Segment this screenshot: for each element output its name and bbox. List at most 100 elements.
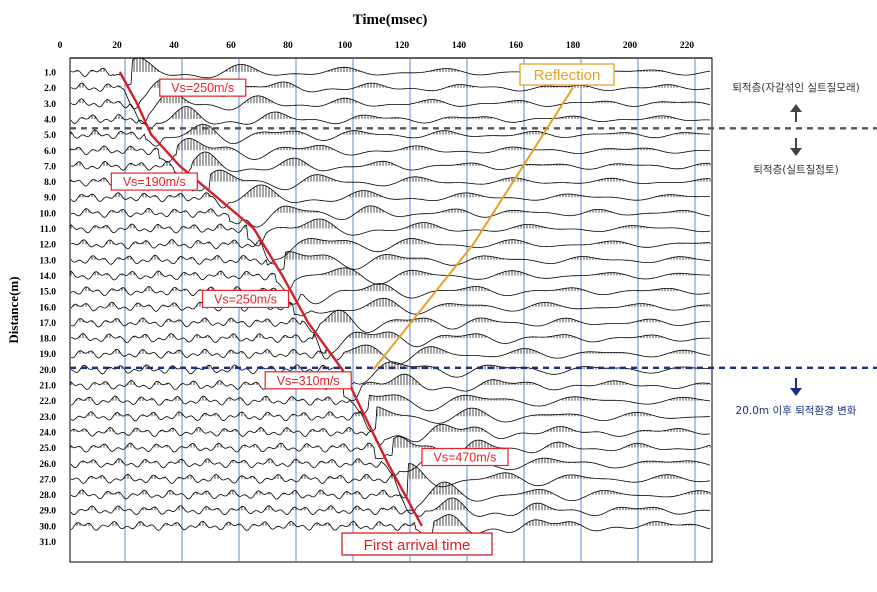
trace-fill — [70, 124, 699, 135]
seismic-trace — [70, 373, 711, 402]
seismic-trace — [70, 481, 711, 515]
y-tick-label: 15.0 — [39, 288, 56, 298]
trace-fill — [88, 498, 663, 511]
x-tick-label: 0 — [58, 41, 63, 51]
trace-fill — [79, 332, 663, 339]
x-tick-label: 180 — [566, 41, 581, 51]
arrow-down-blue-icon — [790, 378, 802, 396]
trace-fill — [73, 424, 690, 432]
trace-fill — [79, 310, 660, 323]
trace-fill — [82, 451, 699, 464]
y-tick-label: 9.0 — [44, 194, 56, 204]
seismic-trace — [70, 184, 710, 209]
seismic-trace — [70, 463, 711, 499]
y-tick-label: 31.0 — [39, 538, 56, 548]
arrow-down-icon — [790, 138, 802, 156]
arrow-up-icon — [790, 104, 802, 122]
trace-fill — [76, 152, 711, 166]
y-tick-label: 23.0 — [39, 413, 56, 423]
x-tick-label: 220 — [680, 41, 695, 51]
x-tick-label: 120 — [395, 41, 410, 51]
y-tick-label: 10.0 — [39, 209, 56, 219]
first-arrival-curve — [118, 71, 423, 527]
y-tick-label: 11.0 — [40, 225, 56, 235]
seismic-trace — [70, 497, 711, 517]
y-tick-label: 7.0 — [44, 162, 56, 172]
y-tick-label: 1.0 — [44, 69, 56, 79]
x-tick-label: 40 — [169, 41, 179, 51]
y-tick-label: 29.0 — [39, 507, 56, 517]
y-tick-label: 20.0 — [39, 366, 56, 376]
y-tick-label: 8.0 — [44, 178, 56, 188]
velocity-label-box — [264, 371, 352, 390]
y-tick-label: 14.0 — [39, 272, 56, 282]
velocity-label-box — [201, 289, 290, 309]
y-tick-label: 28.0 — [39, 491, 56, 501]
trace-fill — [73, 298, 711, 307]
seismic-traces — [70, 57, 711, 538]
velocity-label: Vs=190m/s — [123, 175, 186, 189]
x-tick-label: 100 — [338, 41, 353, 51]
trace-fill — [82, 106, 675, 119]
seismic-trace — [70, 436, 711, 460]
trace-fill — [70, 374, 711, 385]
velocity-label-box — [110, 172, 198, 191]
y-tick-label: 17.0 — [39, 319, 56, 329]
seismic-trace — [70, 238, 711, 263]
trace-fill — [91, 251, 696, 260]
velocity-label: Vs=250m/s — [171, 81, 234, 95]
x-tick-label: 80 — [283, 41, 293, 51]
y-tick-label: 13.0 — [39, 256, 56, 266]
trace-fill — [70, 219, 648, 229]
trace-fill — [88, 463, 681, 479]
chart-title: Time(msec) — [353, 12, 428, 28]
first-arrival-label-box — [341, 532, 493, 556]
trace-fill — [88, 406, 651, 417]
reflection-label-box — [519, 63, 615, 86]
y-tick-labels: 1.0 2.0 3.0 4.0 5.0 6.0 7.0 8.0 9.0 10.0 11.0 12.0 1… — [39, 69, 56, 549]
velocity-label: Vs=250m/s — [214, 292, 277, 306]
seismic-trace — [70, 123, 710, 147]
y-tick-label: 2.0 — [44, 84, 56, 94]
velocity-label-box — [421, 447, 509, 467]
y-tick-label: 6.0 — [44, 147, 56, 157]
reflection-label: Reflection — [534, 67, 601, 84]
seismic-trace — [70, 283, 711, 305]
velocity-label: Vs=310m/s — [277, 374, 340, 388]
trace-fill — [79, 345, 696, 354]
y-tick-label: 22.0 — [39, 397, 56, 407]
x-tick-label: 20 — [112, 41, 122, 51]
trace-fill — [70, 267, 696, 276]
velocity-label-box — [159, 78, 247, 97]
seismic-trace — [70, 251, 710, 271]
seismic-trace — [70, 137, 711, 163]
y-tick-label: 21.0 — [39, 382, 56, 392]
y-tick-label: 24.0 — [39, 428, 56, 438]
seismic-trace — [70, 344, 711, 365]
trace-fill — [79, 91, 699, 104]
trace-fill — [79, 238, 711, 245]
seismic-trace — [70, 406, 711, 432]
trace-fill — [79, 185, 687, 198]
trace-fill — [70, 436, 711, 448]
velocity-label: Vs=470m/s — [434, 450, 497, 464]
x-tick-label: 200 — [623, 41, 638, 51]
trace-fill — [79, 482, 711, 495]
y-tick-label: 27.0 — [39, 475, 56, 485]
lower-layer-note: 퇴적층(실트질점토) — [753, 164, 838, 176]
seismic-trace — [70, 297, 710, 317]
x-tick-labels: 0 20 40 60 80 100 120 140 160 180 200 220 — [58, 41, 695, 51]
y-tick-label: 30.0 — [39, 522, 56, 532]
velocity-labels: Vs=250m/s Vs=190m/s Vs=250m/s Vs=310m/s Vs=4… — [110, 78, 509, 467]
trace-fill — [82, 205, 693, 213]
y-tick-label: 25.0 — [39, 444, 56, 454]
plot-frame — [69, 57, 713, 563]
seismic-trace — [70, 423, 711, 446]
seismic-trace — [70, 106, 711, 129]
seismic-trace — [70, 218, 711, 247]
x-tick-label: 140 — [452, 41, 467, 51]
y-tick-label: 18.0 — [39, 335, 56, 345]
y-tick-label: 12.0 — [39, 241, 56, 251]
y-tick-label: 19.0 — [39, 350, 56, 360]
